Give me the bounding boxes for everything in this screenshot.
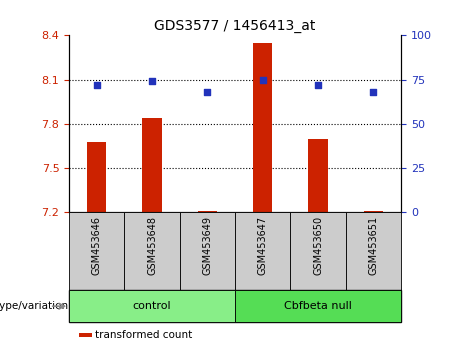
Text: GSM453647: GSM453647 <box>258 216 268 275</box>
Text: GSM453648: GSM453648 <box>147 216 157 275</box>
Text: control: control <box>133 301 171 311</box>
Bar <box>364 211 383 212</box>
Point <box>259 77 266 82</box>
Title: GDS3577 / 1456413_at: GDS3577 / 1456413_at <box>154 19 316 33</box>
Point <box>314 82 322 88</box>
Text: Cbfbeta null: Cbfbeta null <box>284 301 352 311</box>
Text: genotype/variation: genotype/variation <box>0 301 68 311</box>
Point <box>148 79 156 84</box>
Text: GSM453649: GSM453649 <box>202 216 213 275</box>
Text: GSM453650: GSM453650 <box>313 216 323 275</box>
Bar <box>198 211 217 212</box>
Point <box>370 89 377 95</box>
Point <box>93 82 100 88</box>
Bar <box>87 142 106 212</box>
Bar <box>142 118 162 212</box>
Bar <box>69 290 235 322</box>
Point <box>204 89 211 95</box>
Bar <box>308 139 328 212</box>
Bar <box>235 290 401 322</box>
Bar <box>290 212 346 290</box>
Bar <box>79 332 92 337</box>
Bar <box>346 212 401 290</box>
Text: GSM453646: GSM453646 <box>92 216 102 275</box>
Text: GSM453651: GSM453651 <box>368 216 378 275</box>
Bar <box>253 43 272 212</box>
Bar <box>69 212 124 290</box>
Bar <box>124 212 180 290</box>
Text: transformed count: transformed count <box>95 330 192 339</box>
Bar <box>180 212 235 290</box>
Bar <box>235 212 290 290</box>
